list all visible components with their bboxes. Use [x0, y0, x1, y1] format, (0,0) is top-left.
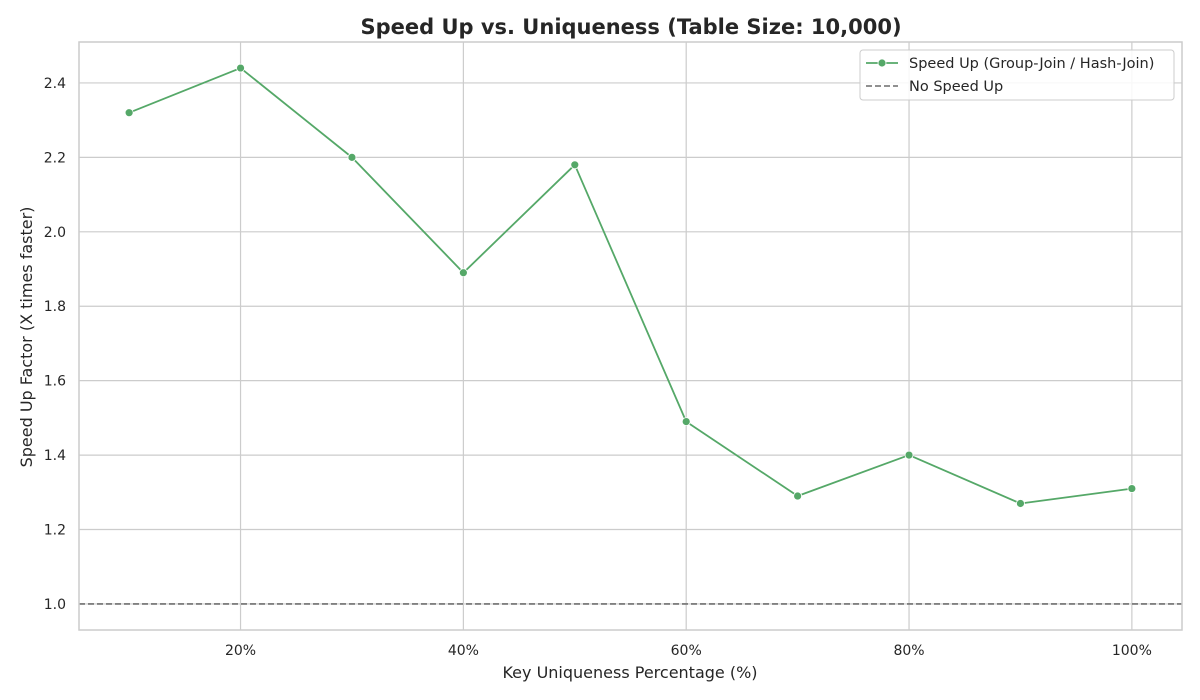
data-point	[1016, 499, 1025, 508]
series-layer	[124, 63, 1137, 508]
x-tick-label: 80%	[893, 643, 924, 659]
data-point	[681, 417, 691, 426]
grid	[79, 42, 1182, 630]
x-tick-label: 60%	[671, 643, 702, 659]
legend-box	[859, 49, 1175, 101]
data-point	[124, 108, 134, 118]
x-tick-label: 40%	[448, 643, 479, 659]
y-tick-label: 1.6	[44, 374, 66, 390]
data-point	[793, 491, 803, 501]
legend: Speed Up (Group-Join / Hash-Join) No Spe…	[859, 49, 1175, 101]
legend-series-marker	[877, 58, 887, 68]
legend-label-reference: No Speed Up	[909, 79, 1003, 95]
data-point	[458, 268, 468, 278]
data-point	[904, 450, 914, 460]
y-tick-label: 1.4	[44, 448, 66, 464]
tick-labels: 20% 40% 60% 80% 100% 1.0 1.2 1.4 1.6 1.8 2.0 2.2 2.4	[44, 76, 1152, 659]
y-tick-label: 2.0	[44, 225, 66, 241]
data-point	[570, 160, 580, 170]
y-axis-label: Speed Up Factor (X times faster)	[17, 207, 36, 468]
y-tick-label: 2.4	[44, 76, 66, 92]
plot-frame	[78, 41, 1183, 631]
legend-label-series: Speed Up (Group-Join / Hash-Join)	[909, 56, 1154, 72]
data-point	[236, 63, 245, 73]
y-tick-label: 1.8	[44, 299, 66, 315]
data-point	[1127, 484, 1137, 493]
chart-title: Speed Up vs. Uniqueness (Table Size: 10,…	[360, 15, 901, 39]
x-axis-label: Key Uniqueness Percentage (%)	[502, 663, 757, 682]
series-line	[128, 67, 1132, 505]
x-tick-label: 100%	[1112, 643, 1152, 659]
y-tick-label: 1.2	[44, 523, 66, 539]
y-tick-label: 1.0	[44, 597, 66, 613]
data-point	[347, 152, 357, 162]
y-tick-label: 2.2	[44, 150, 66, 166]
x-tick-label: 20%	[225, 643, 256, 659]
